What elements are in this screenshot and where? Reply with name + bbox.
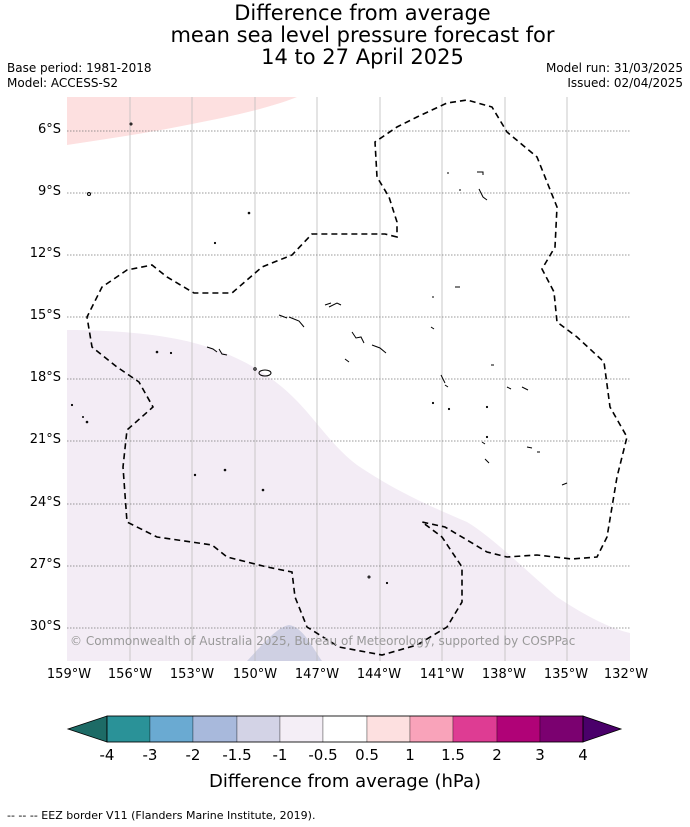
colorbar-tick: -0.5: [308, 746, 338, 764]
eez-border-main: [86, 99, 628, 656]
lon-label-153w: 153°W: [169, 667, 215, 682]
lat-label-18s: 18°S: [29, 370, 61, 385]
colorbar-bin: [279, 715, 324, 743]
lat-label-15s: 15°S: [29, 308, 61, 323]
colorbar-tick: 1.5: [441, 746, 465, 764]
lon-label-132w: 132°W: [603, 667, 649, 682]
colorbar-bin: [452, 715, 498, 743]
lat-label-27s: 27°S: [29, 557, 61, 572]
strong-negative-patch: [247, 625, 322, 661]
lat-label-30s: 30°S: [29, 619, 61, 634]
colorbar-tick: 0.5: [355, 746, 379, 764]
lon-label-150w: 150°W: [232, 667, 278, 682]
colorbar-tick: 3: [535, 746, 545, 764]
base-period: Base period: 1981-2018: [7, 61, 152, 75]
issued-date: Issued: 02/04/2025: [567, 76, 683, 90]
title-line-1: Difference from average: [234, 1, 491, 25]
lon-label-138w: 138°W: [481, 667, 527, 682]
colorbar-tick: 4: [578, 746, 588, 764]
colorbar: [66, 715, 623, 743]
colorbar-bin: [366, 715, 411, 743]
lon-label-147w: 147°W: [294, 667, 340, 682]
lat-label-12s: 12°S: [29, 246, 61, 261]
latitude-gridlines: [67, 130, 630, 629]
colorbar-tick: 2: [492, 746, 502, 764]
lon-label-135w: 135°W: [543, 667, 589, 682]
map-panel: [67, 97, 630, 661]
colorbar-bin: [322, 715, 368, 743]
colorbar-bin: [192, 715, 238, 743]
positive-anomaly-region: [67, 97, 297, 145]
run-info: Model run: 31/03/2025 Issued: 02/04/2025: [546, 61, 683, 91]
islands: [70, 122, 568, 585]
model-info: Base period: 1981-2018 Model: ACCESS-S2: [7, 61, 152, 91]
colorbar-tick: 1: [405, 746, 415, 764]
eez-footnote: -- -- -- EEZ border V11 (Flanders Marine…: [7, 809, 316, 822]
lon-label-141w: 141°W: [419, 667, 465, 682]
colorbar-bin: [149, 715, 194, 743]
model-run-date: Model run: 31/03/2025: [545, 61, 683, 75]
lon-label-159w: 159°W: [46, 667, 92, 682]
lon-label-156w: 156°W: [107, 667, 153, 682]
lat-label-24s: 24°S: [29, 495, 61, 510]
lat-label-6s: 6°S: [37, 122, 61, 137]
colorbar-bin: [106, 715, 151, 743]
colorbar-tick: -4: [99, 746, 115, 764]
lat-label-21s: 21°S: [29, 432, 61, 447]
colorbar-bin: [539, 715, 584, 743]
title-line-2: mean sea level pressure forecast for: [170, 23, 555, 47]
colorbar-bin: [496, 715, 541, 743]
colorbar-bin: [409, 715, 454, 743]
lon-label-144w: 144°W: [356, 667, 402, 682]
copyright-text: © Commonwealth of Australia 2025, Bureau…: [70, 634, 576, 648]
colorbar-min-arrow: [66, 715, 108, 743]
model-name: Model: ACCESS-S2: [7, 76, 119, 90]
negative-anomaly-region: [67, 330, 630, 661]
lat-label-9s: 9°S: [37, 184, 61, 199]
map-svg: [67, 97, 630, 661]
colorbar-tick: -3: [142, 746, 158, 764]
colorbar-bin: [236, 715, 281, 743]
colorbar-tick: -2: [185, 746, 201, 764]
colorbar-title: Difference from average (hPa): [208, 771, 482, 792]
map-title: Difference from average mean sea level p…: [120, 2, 605, 68]
colorbar-tick: -1: [272, 746, 288, 764]
colorbar-tick: -1.5: [222, 746, 252, 764]
title-line-3: 14 to 27 April 2025: [261, 45, 464, 69]
colorbar-max-arrow: [582, 715, 623, 743]
